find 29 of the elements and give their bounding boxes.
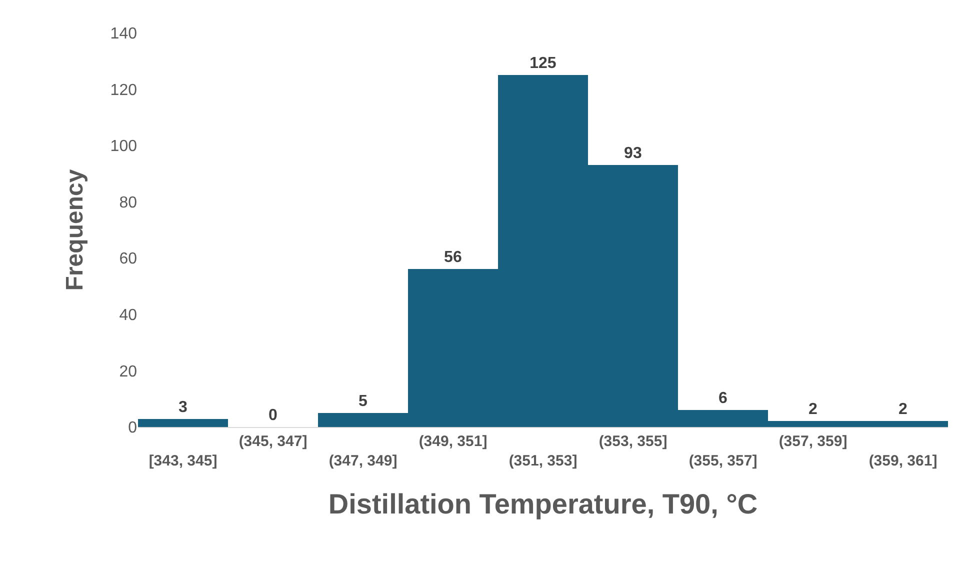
- x-tick-label: (345, 347]: [238, 433, 308, 450]
- y-tick-label: 40: [119, 307, 138, 324]
- data-label: 93: [624, 145, 642, 162]
- x-tick-label: [343, 345]: [148, 452, 218, 470]
- data-label: 5: [358, 393, 368, 410]
- x-tick-label: (349, 351]: [418, 433, 488, 450]
- bar: [138, 419, 228, 427]
- y-tick-label: 100: [110, 138, 138, 156]
- x-tick-label: (353, 355]: [598, 433, 668, 450]
- data-label: 125: [530, 55, 556, 72]
- x-tick-label: (359, 361]: [868, 452, 938, 470]
- y-tick-label: 0: [128, 420, 138, 437]
- y-tick-label: 20: [119, 363, 138, 380]
- data-label: 6: [718, 390, 728, 407]
- x-tick-label: (355, 357]: [688, 452, 758, 470]
- data-label: 2: [898, 401, 908, 418]
- x-tick-label: (347, 349]: [328, 452, 398, 470]
- y-tick-label: 80: [119, 194, 138, 212]
- x-axis-title: Distillation Temperature, T90, °C: [328, 488, 758, 520]
- y-axis-title: Frequency: [61, 168, 88, 291]
- y-tick-label: 120: [110, 82, 138, 99]
- data-label: 56: [444, 249, 462, 266]
- x-tick-label: (357, 359]: [778, 433, 848, 450]
- data-label: 0: [268, 407, 278, 424]
- y-tick-label: 140: [110, 26, 138, 43]
- x-tick-label: (351, 353]: [508, 452, 578, 470]
- data-label: 3: [178, 399, 188, 416]
- data-label: 2: [808, 401, 818, 418]
- y-tick-label: 60: [119, 250, 138, 268]
